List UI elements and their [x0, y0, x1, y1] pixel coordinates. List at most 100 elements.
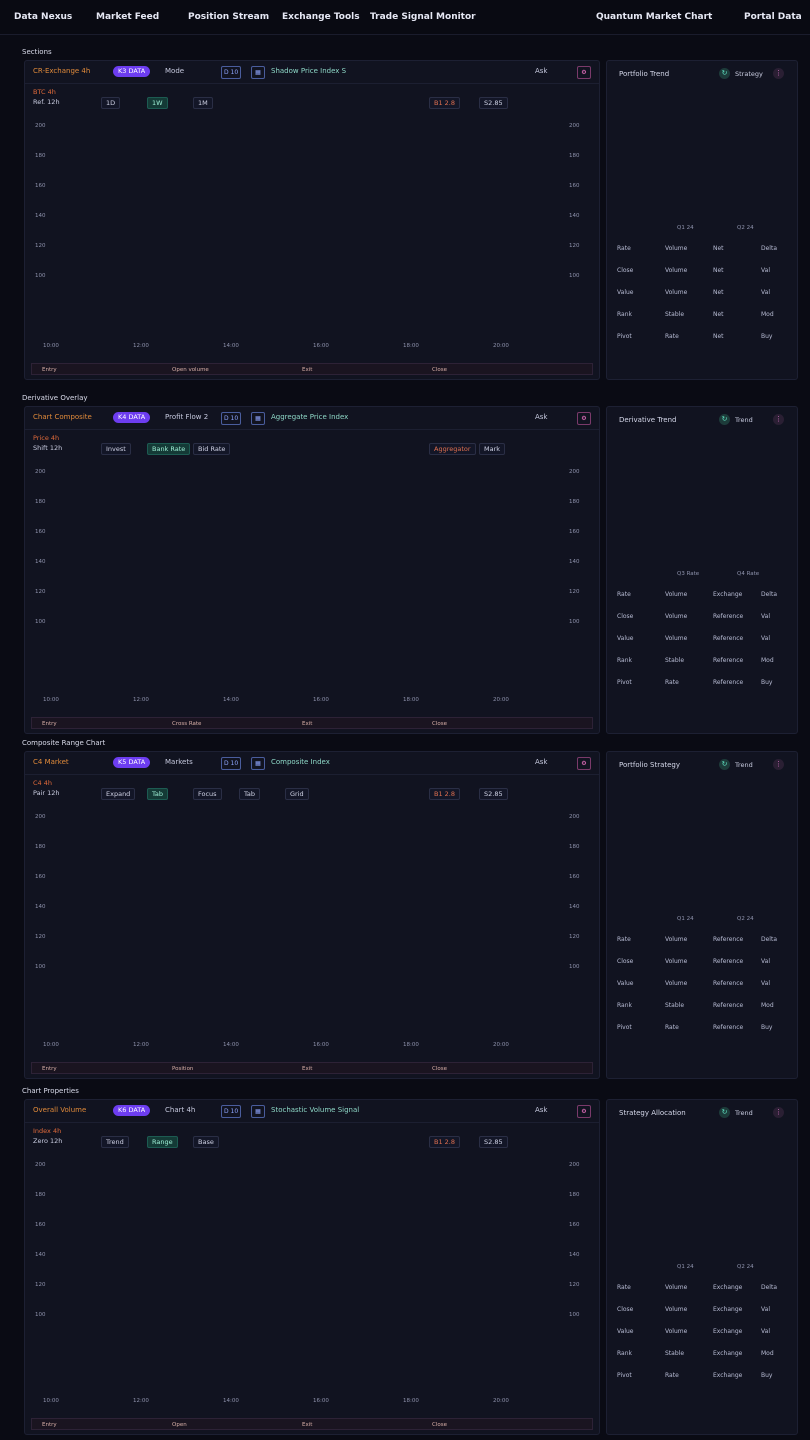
bottom-item[interactable]: Exit — [302, 1066, 313, 1072]
side-table-cell[interactable]: Val — [761, 635, 770, 642]
nav-item-0[interactable]: Data Nexus — [14, 12, 73, 22]
ask-label[interactable]: Ask — [535, 758, 548, 766]
side-table-cell[interactable]: Buy — [761, 333, 773, 340]
timeframe-button[interactable]: Bank Rate — [147, 443, 191, 455]
grid-icon[interactable]: ▦ — [251, 66, 265, 79]
timeframe-button[interactable]: Range — [147, 1136, 178, 1148]
menu-icon[interactable]: ⋮ — [773, 1107, 784, 1118]
info-line-2: Ref. 12h — [33, 98, 60, 106]
side-table-cell[interactable]: Val — [761, 958, 770, 965]
timeframe-button[interactable]: Tab — [147, 788, 169, 800]
side-table-cell[interactable]: Delta — [761, 245, 778, 252]
bottom-item[interactable]: Entry — [42, 1066, 57, 1072]
side-table-cell[interactable]: Delta — [761, 936, 778, 943]
nav-item-2[interactable]: Position Stream — [188, 12, 270, 22]
menu-icon[interactable]: ⋮ — [773, 759, 784, 770]
refresh-icon[interactable]: ↻ — [719, 759, 730, 770]
bottom-item[interactable]: Open volume — [172, 367, 209, 373]
data-pill[interactable]: K6 DATA — [113, 1105, 151, 1116]
nav-item-1[interactable]: Market Feed — [96, 12, 160, 22]
pair-ask[interactable]: S2.85 — [479, 1136, 508, 1148]
bottom-item[interactable]: Position — [172, 1066, 194, 1072]
menu-icon[interactable]: ⋮ — [773, 414, 784, 425]
ask-label[interactable]: Ask — [535, 67, 548, 75]
bottom-item[interactable]: Exit — [302, 367, 313, 373]
settings-icon[interactable]: ⚙ — [577, 1105, 591, 1118]
bottom-item[interactable]: Close — [432, 1422, 447, 1428]
timeframe-button[interactable]: Trend — [101, 1136, 129, 1148]
bottom-item[interactable]: Entry — [42, 1422, 57, 1428]
pair-bid[interactable]: Aggregator — [429, 443, 476, 455]
timeframe-button[interactable]: 1D — [101, 97, 121, 109]
grid-icon[interactable]: ▦ — [251, 757, 265, 770]
bottom-item[interactable]: Exit — [302, 721, 313, 727]
pair-ask[interactable]: S2.85 — [479, 788, 508, 800]
side-table-cell[interactable]: Val — [761, 1328, 770, 1335]
pair-bid[interactable]: B1 2.8 — [429, 788, 460, 800]
timeframe-button[interactable]: Invest — [101, 443, 131, 455]
mode-value[interactable]: D 10 — [221, 757, 242, 770]
ask-label[interactable]: Ask — [535, 1106, 548, 1114]
refresh-icon[interactable]: ↻ — [719, 1107, 730, 1118]
symbol-label[interactable]: C4 Market — [33, 758, 69, 766]
timeframe-button[interactable]: Focus — [193, 788, 222, 800]
side-table-cell[interactable]: Val — [761, 980, 770, 987]
side-table-cell[interactable]: Val — [761, 289, 770, 296]
side-table-cell[interactable]: Mod — [761, 657, 774, 664]
side-table-cell[interactable]: Delta — [761, 591, 778, 598]
bottom-item[interactable]: Entry — [42, 721, 57, 727]
symbol-label[interactable]: Chart Composite — [33, 413, 92, 421]
bottom-item[interactable]: Close — [432, 367, 447, 373]
grid-icon[interactable]: ▦ — [251, 412, 265, 425]
grid-icon[interactable]: ▦ — [251, 1105, 265, 1118]
symbol-label[interactable]: Overall Volume — [33, 1106, 87, 1114]
side-table-cell[interactable]: Mod — [761, 1350, 774, 1357]
timeframe-button[interactable]: Bid Rate — [193, 443, 231, 455]
nav-item-3[interactable]: Exchange Tools — [282, 12, 360, 22]
side-table-cell[interactable]: Delta — [761, 1284, 778, 1291]
settings-icon[interactable]: ⚙ — [577, 66, 591, 79]
nav-item-4[interactable]: Trade Signal Monitor — [370, 12, 476, 22]
side-table-cell[interactable]: Buy — [761, 1372, 773, 1379]
mode-value[interactable]: D 10 — [221, 1105, 242, 1118]
timeframe-button[interactable]: 1W — [147, 97, 168, 109]
mode-value[interactable]: D 10 — [221, 66, 242, 79]
timeframe-button[interactable]: Grid — [285, 788, 309, 800]
pair-bid[interactable]: B1 2.8 — [429, 1136, 460, 1148]
symbol-label[interactable]: CR-Exchange 4h — [33, 67, 91, 75]
pair-ask[interactable]: Mark — [479, 443, 506, 455]
side-table-cell: Rank — [617, 657, 632, 664]
side-table-cell[interactable]: Mod — [761, 1002, 774, 1009]
side-table-cell[interactable]: Val — [761, 1306, 770, 1313]
nav-item-5[interactable]: Quantum Market Chart — [596, 12, 713, 22]
data-pill[interactable]: K4 DATA — [113, 412, 151, 423]
ask-label[interactable]: Ask — [535, 413, 548, 421]
mode-value[interactable]: D 10 — [221, 412, 242, 425]
timeframe-button[interactable]: Tab — [239, 788, 261, 800]
bottom-item[interactable]: Close — [432, 1066, 447, 1072]
refresh-icon[interactable]: ↻ — [719, 68, 730, 79]
side-table-cell: Value — [617, 289, 634, 296]
data-pill[interactable]: K3 DATA — [113, 66, 151, 77]
timeframe-button[interactable]: Expand — [101, 788, 136, 800]
timeframe-button[interactable]: 1M — [193, 97, 213, 109]
bottom-item[interactable]: Cross Rate — [172, 721, 202, 727]
pair-ask[interactable]: S2.85 — [479, 97, 508, 109]
data-pill[interactable]: K5 DATA — [113, 757, 151, 768]
side-table-cell[interactable]: Mod — [761, 311, 774, 318]
settings-icon[interactable]: ⚙ — [577, 757, 591, 770]
nav-item-6[interactable]: Portal Data — [744, 12, 802, 22]
side-table-cell[interactable]: Buy — [761, 1024, 773, 1031]
side-table-cell[interactable]: Buy — [761, 679, 773, 686]
settings-icon[interactable]: ⚙ — [577, 412, 591, 425]
refresh-icon[interactable]: ↻ — [719, 414, 730, 425]
pair-bid[interactable]: B1 2.8 — [429, 97, 460, 109]
bottom-item[interactable]: Entry — [42, 367, 57, 373]
bottom-item[interactable]: Exit — [302, 1422, 313, 1428]
timeframe-button[interactable]: Base — [193, 1136, 219, 1148]
bottom-item[interactable]: Open — [172, 1422, 187, 1428]
menu-icon[interactable]: ⋮ — [773, 68, 784, 79]
side-table-cell[interactable]: Val — [761, 267, 770, 274]
bottom-item[interactable]: Close — [432, 721, 447, 727]
side-table-cell[interactable]: Val — [761, 613, 770, 620]
